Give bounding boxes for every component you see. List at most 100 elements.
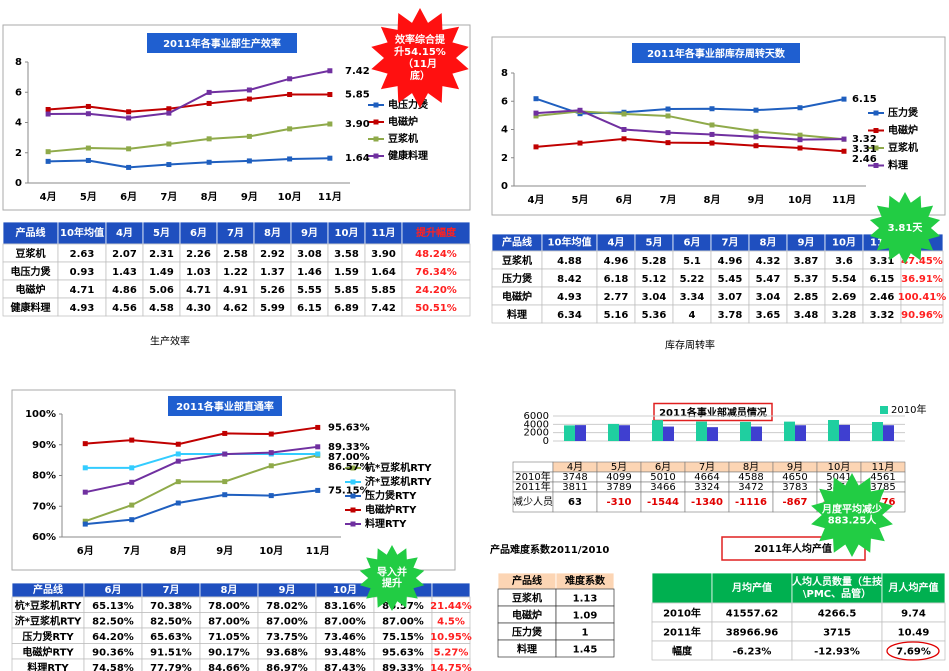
table-text: 77.79% [150,663,192,671]
legend-label: 健康料理 [388,149,428,162]
point [577,107,583,113]
table-text: 4.71 [186,285,211,296]
table-text: 5.85 [334,285,359,296]
point [268,463,274,469]
point [206,159,212,165]
table-text: 47.45% [901,256,943,267]
point [315,444,321,450]
x-tick-label: 7月 [123,545,140,557]
table-value: 63 [568,497,582,508]
table-text: -12.93% [814,647,860,658]
point [327,92,333,98]
point [175,500,181,506]
legend-label: 电磁炉 [888,124,918,137]
x-tick-label: 4月 [528,194,545,206]
table-text: 料理 [507,308,527,321]
table-value: 3466 [650,482,675,493]
table-value: 3783 [782,482,807,493]
point [533,144,539,150]
table-text: 4.86 [112,285,137,296]
table-text: 1.37 [260,267,285,278]
y-tick-label: 90% [32,440,56,451]
bar [883,425,894,441]
point [45,149,51,155]
table-text: 5.27% [434,647,469,658]
table-text: 5.54 [832,274,857,285]
table-text: 6.15 [297,303,322,314]
point [315,451,321,457]
bar [663,426,674,441]
legend-label: 料理RTY [365,517,407,530]
table-title: 产品难度系数2011/2010 [490,543,609,556]
table-text: 82.50% [92,616,134,627]
x-tick-label: 5月 [80,191,97,203]
table-text: 3.6 [835,256,853,267]
legend-label: 电磁炉RTY [365,503,417,516]
table-text: 1.09 [573,611,598,622]
table-text: 21.44% [430,601,472,612]
row-label: 减少人员 [513,496,553,508]
x-tick-label: 10月 [788,194,812,206]
table-value: 3324 [694,482,719,493]
end-label: 3.31 [852,144,877,155]
point [85,111,91,117]
table-cell [555,639,615,658]
table-text: 电磁炉RTY [22,645,74,658]
series-line [535,137,845,153]
point [166,141,172,147]
table-text: 4.30 [186,303,211,314]
table-text: 6.34 [557,310,582,321]
table-text: 3.48 [794,310,819,321]
series-line [48,157,330,169]
row-label: 2011年 [515,480,550,493]
bar [608,423,619,441]
table-text: 0.93 [70,267,95,278]
header-text: 8月 [221,584,238,596]
y-tick-label: 6000 [524,411,549,422]
chart-title: 2011年各事业部库存周转天数 [647,47,786,60]
y-tick-label: 6 [15,87,22,98]
table-text: 86.97% [266,663,308,671]
point [129,502,135,508]
table-text: 38966.96 [726,628,779,639]
point [753,143,759,149]
table-text: 73.75% [266,632,308,643]
point [85,145,91,151]
table-text: 5.45 [718,274,743,285]
y-tick-label: 2000 [524,428,549,439]
table-text: 90.17% [208,647,250,658]
series-line [85,445,318,494]
table-value: -1340 [691,497,723,508]
caption: 库存周转率 [665,339,715,352]
starburst [869,192,941,264]
x-tick-label: 8月 [170,545,187,557]
table-text: 4.71 [70,285,95,296]
table-text: 3.78 [718,310,743,321]
chart-title: 2011各事业部直通率 [176,400,274,413]
point [82,465,88,471]
point [206,100,212,106]
table-text: 电磁炉 [502,290,532,303]
table-value: 4561 [870,472,895,483]
x-tick-label: 10月 [278,191,302,203]
badge-text: 效率综合提 [395,33,446,46]
point [753,134,759,140]
table-text: 24.20% [415,285,457,296]
badge-text: 3.81天 [888,222,924,234]
point [665,113,671,119]
bar [740,421,751,441]
point [206,136,212,142]
table-text: 6.89 [334,303,359,314]
table-text: 87.00% [266,616,308,627]
table-text: 74.58% [92,663,134,671]
table-text: 91.51% [150,647,192,658]
badge-text: 月度平均减少 [821,503,882,516]
y-tick-label: 70% [32,501,56,512]
table-text: 3.07 [718,292,743,303]
series-line [85,489,318,526]
table-text: 电磁炉 [16,283,46,296]
table-text: 7.69% [896,647,931,658]
table-text: 93.68% [266,647,308,658]
legend-label: 料理 [888,159,908,172]
x-tick-label: 9月 [748,194,765,206]
